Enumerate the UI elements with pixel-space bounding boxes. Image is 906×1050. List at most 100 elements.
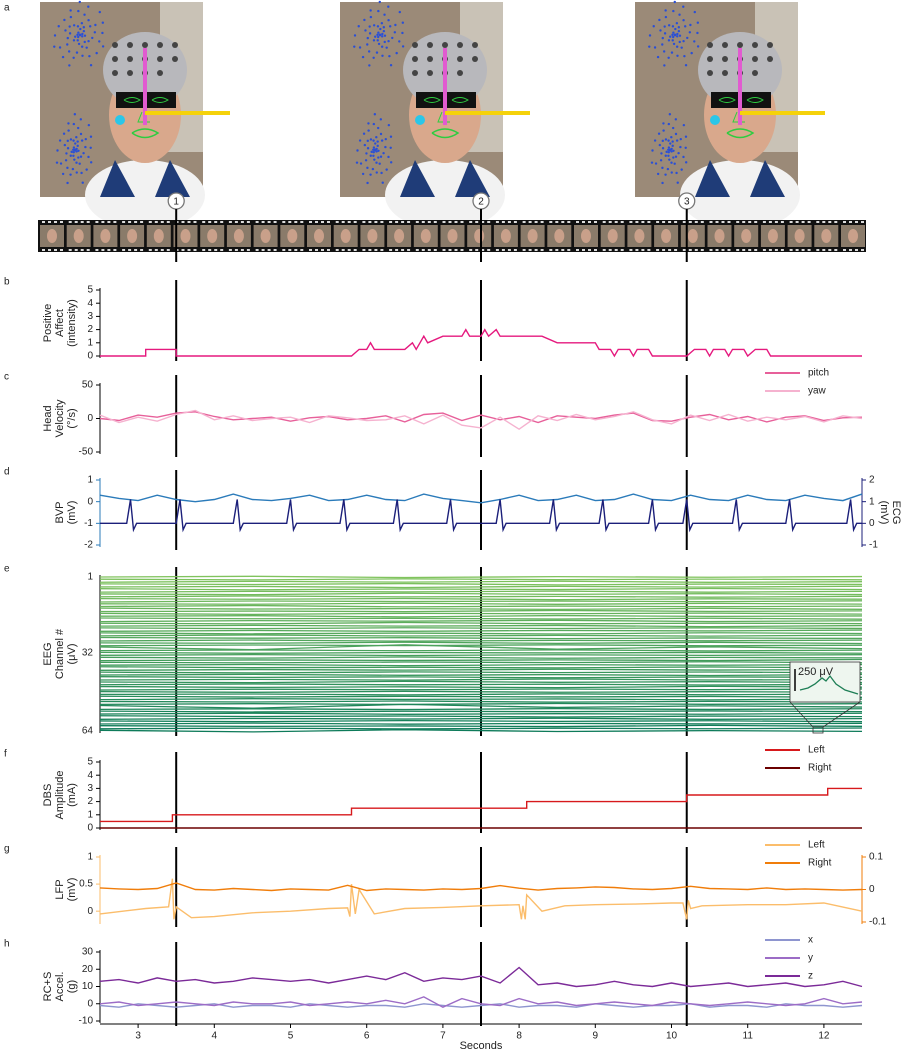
- point-cloud: [63, 18, 66, 22]
- sprocket: [768, 249, 772, 251]
- sprocket: [362, 221, 366, 223]
- point-cloud: [678, 34, 682, 37]
- sprocket: [789, 221, 793, 223]
- sprocket: [228, 249, 232, 251]
- point-cloud: [389, 146, 392, 149]
- point-cloud: [689, 23, 692, 27]
- sprocket: [374, 249, 378, 251]
- eeg-trace: [99, 683, 863, 686]
- eeg-trace: [99, 578, 863, 581]
- point-cloud: [648, 34, 652, 37]
- y-tick-label: 1: [87, 337, 93, 348]
- series-line: [99, 1003, 863, 1008]
- eeg-trace: [99, 600, 863, 603]
- y-axis-label: Velocity: [54, 399, 66, 437]
- point-cloud: [69, 154, 72, 157]
- sprocket: [401, 249, 405, 251]
- point-cloud: [382, 29, 386, 33]
- point-cloud: [72, 56, 75, 59]
- point-cloud: [85, 168, 88, 171]
- point-cloud: [377, 9, 380, 13]
- sprocket: [321, 221, 324, 223]
- y-tick-label: -1: [84, 518, 93, 529]
- point-cloud: [676, 181, 679, 184]
- point-cloud: [368, 32, 372, 35]
- film-frame-face: [47, 229, 57, 243]
- point-cloud: [693, 40, 696, 43]
- sprocket: [682, 221, 686, 223]
- sprocket: [513, 221, 517, 223]
- sprocket: [849, 249, 852, 251]
- point-cloud: [75, 150, 78, 153]
- mouth-outline: [726, 128, 755, 139]
- sprocket: [282, 249, 286, 251]
- point-cloud: [684, 146, 687, 149]
- film-frame-face: [607, 229, 618, 243]
- point-cloud: [87, 155, 90, 159]
- sprocket: [594, 221, 597, 223]
- sprocket: [522, 249, 526, 251]
- eye-outline: [718, 97, 764, 103]
- point-cloud: [394, 23, 397, 27]
- sprocket: [407, 221, 411, 223]
- point-cloud: [663, 64, 666, 67]
- sprocket: [74, 249, 78, 251]
- point-cloud: [69, 15, 73, 19]
- point-cloud: [369, 15, 373, 19]
- sprocket: [629, 249, 633, 251]
- sprocket: [736, 249, 740, 251]
- point-cloud: [667, 56, 670, 59]
- point-cloud: [369, 154, 372, 157]
- y-axis-label: RC+S: [42, 972, 54, 1002]
- sprocket: [42, 221, 45, 223]
- sprocket: [561, 221, 565, 223]
- x-tick-label: 6: [364, 1031, 370, 1042]
- sprocket: [549, 221, 553, 223]
- point-cloud: [75, 171, 78, 174]
- point-cloud: [66, 36, 69, 40]
- point-cloud: [353, 34, 357, 37]
- point-cloud: [76, 126, 80, 130]
- point-cloud: [87, 19, 90, 22]
- point-cloud: [369, 138, 373, 141]
- point-cloud: [80, 171, 83, 175]
- eeg-trace: [99, 621, 863, 625]
- point-cloud: [380, 45, 384, 48]
- sprocket: [448, 221, 452, 223]
- point-cloud: [79, 118, 83, 121]
- point-cloud: [78, 0, 81, 4]
- point-cloud: [366, 181, 369, 185]
- sprocket: [202, 221, 206, 223]
- eeg-trace: [99, 653, 863, 657]
- y-axis-label: (mV): [66, 878, 78, 902]
- eeg-trace: [99, 724, 863, 728]
- sprocket: [855, 249, 858, 251]
- sprocket: [48, 221, 51, 223]
- point-cloud: [682, 155, 685, 159]
- point-cloud: [79, 132, 83, 136]
- sprocket: [160, 249, 164, 251]
- sprocket: [540, 221, 544, 223]
- point-cloud: [686, 36, 689, 40]
- sprocket: [294, 221, 298, 223]
- point-cloud: [53, 34, 57, 37]
- point-cloud: [83, 13, 86, 16]
- point-cloud: [87, 39, 90, 43]
- eeg-trace: [99, 717, 863, 720]
- sprocket: [674, 221, 678, 223]
- point-cloud: [56, 149, 59, 152]
- y-axis-label: (intensity): [66, 299, 78, 347]
- eeg-trace: [99, 703, 863, 709]
- point-cloud: [87, 5, 90, 8]
- sprocket: [561, 249, 565, 251]
- sprocket: [709, 221, 713, 223]
- point-cloud: [375, 161, 378, 164]
- mouth-outline: [431, 128, 460, 139]
- series-line: [99, 996, 863, 1008]
- sprocket: [234, 221, 238, 223]
- point-cloud: [369, 9, 372, 12]
- eeg-trace: [99, 712, 863, 715]
- point-cloud: [657, 132, 661, 135]
- point-cloud: [78, 162, 81, 165]
- point-cloud: [682, 39, 685, 43]
